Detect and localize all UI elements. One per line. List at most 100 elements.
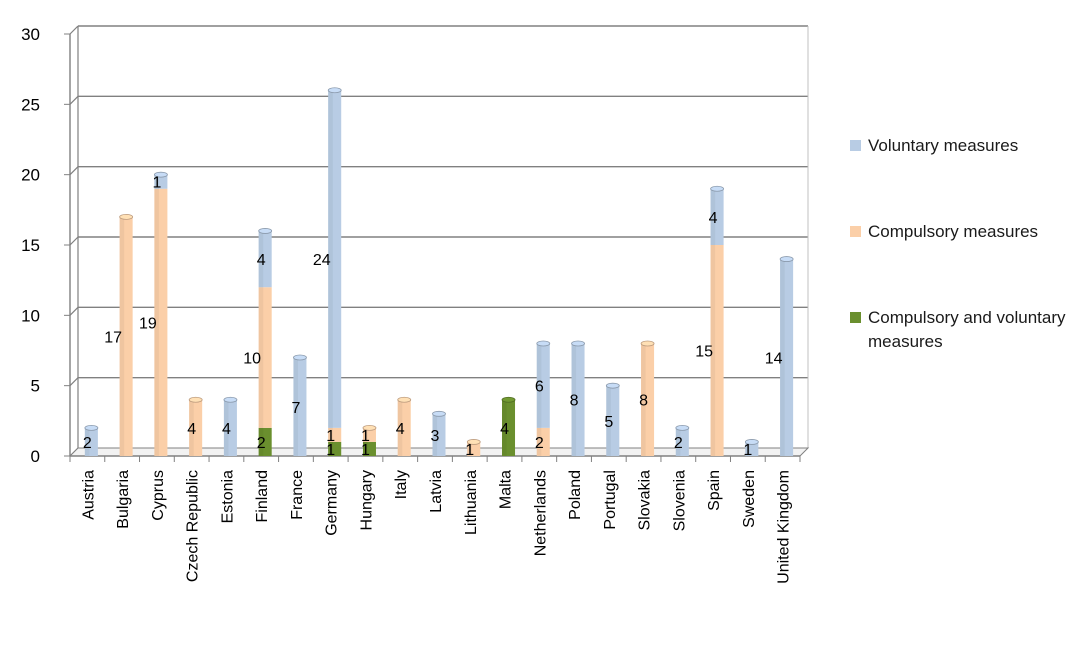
bar-cap (154, 171, 168, 178)
x-category-label: Portugal (602, 470, 619, 530)
x-category-label: Finland (254, 470, 271, 522)
data-label: 4 (500, 421, 509, 438)
data-label: 4 (187, 421, 196, 438)
bar-segment-shade (710, 245, 716, 456)
data-label: 15 (695, 344, 713, 361)
gridline-side (69, 306, 79, 316)
bar-cap (744, 439, 759, 445)
x-category-label: Hungary (358, 470, 375, 530)
data-label: 8 (570, 393, 579, 410)
gridline-side (69, 95, 79, 105)
data-label: 10 (243, 351, 261, 368)
bar-cap (675, 424, 690, 431)
data-label: 7 (291, 400, 300, 417)
data-label: 2 (83, 435, 92, 452)
data-label: 3 (431, 428, 440, 445)
x-category-label: Poland (567, 470, 584, 520)
x-category-label: Spain (706, 470, 723, 511)
bar-cap (605, 382, 620, 389)
bar-cap (84, 424, 99, 431)
data-label: 4 (396, 421, 405, 438)
x-category-label: Bulgaria (115, 470, 132, 529)
x-category-label: United Kingdom (776, 470, 793, 584)
x-category-label: Slovakia (637, 470, 654, 531)
bar-segment-shade (189, 399, 194, 456)
legend-swatch-voluntary (850, 140, 861, 151)
data-label: 2 (535, 435, 544, 452)
x-category-label: France (289, 470, 306, 520)
bar-segment-shade (432, 413, 438, 456)
data-label: 4 (709, 210, 718, 227)
legend-item-voluntary: Voluntary measures (850, 134, 1068, 158)
bar-cap (432, 410, 446, 417)
bar-segment-shade (293, 357, 299, 456)
x-category-label: Latvia (428, 470, 445, 513)
bar-cap (293, 354, 307, 361)
legend-label-compulsory-and-voluntary: Compulsory and voluntary measures (868, 308, 1066, 351)
bar-segment-shade (536, 343, 542, 428)
gridline-side (69, 236, 79, 246)
axes (64, 26, 810, 462)
bar-segment-shade (675, 427, 681, 456)
bar-cap (710, 185, 724, 192)
y-tick-label: 0 (31, 447, 40, 466)
bar-segment-shade (710, 188, 716, 245)
x-category-label: Malta (498, 470, 515, 509)
bar-cap (571, 340, 585, 347)
bar-segment-shade (502, 399, 507, 456)
data-label: 4 (257, 252, 266, 269)
bar-segment-shade (397, 399, 403, 456)
bar-cap (466, 439, 481, 445)
gridline-side (69, 166, 79, 176)
data-label: 24 (313, 252, 331, 269)
bar-segment-shade (362, 441, 368, 456)
x-category-label: Lithuania (463, 470, 480, 535)
bar-cap (327, 87, 342, 94)
gridline-side (69, 377, 79, 387)
x-category-label: Estonia (219, 470, 236, 523)
y-tick-label: 10 (21, 306, 40, 325)
legend-label-voluntary: Voluntary measures (868, 136, 1019, 155)
bar-segment-shade (467, 441, 472, 456)
legend-item-compulsory-and-voluntary: Compulsory and voluntary measures (850, 306, 1068, 354)
legend-item-compulsory: Compulsory measures (850, 220, 1068, 244)
data-label: 8 (639, 393, 648, 410)
bar-cap (501, 396, 516, 403)
bar-segment-shade (258, 230, 264, 288)
bar-cap (223, 396, 238, 403)
x-category-label: Italy (393, 470, 410, 499)
x-category-label: Sweden (741, 470, 758, 528)
y-tick-label: 20 (21, 166, 40, 185)
bar-segment-shade (571, 343, 577, 456)
bar-segment-shade (223, 399, 229, 456)
x-category-label: Slovenia (671, 470, 688, 531)
bar-segment-shade (780, 259, 785, 456)
x-category-label: Austria (80, 470, 97, 520)
bar-segment-shade (606, 385, 611, 456)
bar-cap (258, 228, 273, 234)
bar-segment-shade (154, 188, 159, 456)
bar-cap (536, 340, 551, 347)
x-category-label: Netherlands (532, 470, 549, 556)
x-category-label: Cyprus (150, 470, 167, 521)
data-label: 1 (361, 442, 370, 459)
bar-segment-shade (84, 427, 90, 456)
data-label: 19 (139, 315, 157, 332)
bar-segment-shade (328, 427, 333, 442)
bar-segment-shade (362, 427, 368, 442)
bar-cap (640, 340, 655, 347)
bar-cap (188, 396, 203, 403)
bar-segment-shade (119, 216, 125, 456)
bar-segment-shade (641, 343, 646, 456)
bar-segment-shade (328, 441, 333, 456)
data-label: 1 (361, 428, 370, 445)
data-label: 1 (465, 442, 474, 459)
data-label: 1 (743, 442, 752, 459)
x-category-label: Czech Republic (185, 470, 202, 582)
y-tick-label: 25 (21, 95, 40, 114)
bar-cap (119, 213, 134, 220)
data-label: 2 (674, 435, 683, 452)
bar-cap (779, 256, 794, 262)
x-category-labels: Austria Bulgaria Cyprus Czech Republic Eston… (80, 470, 792, 584)
